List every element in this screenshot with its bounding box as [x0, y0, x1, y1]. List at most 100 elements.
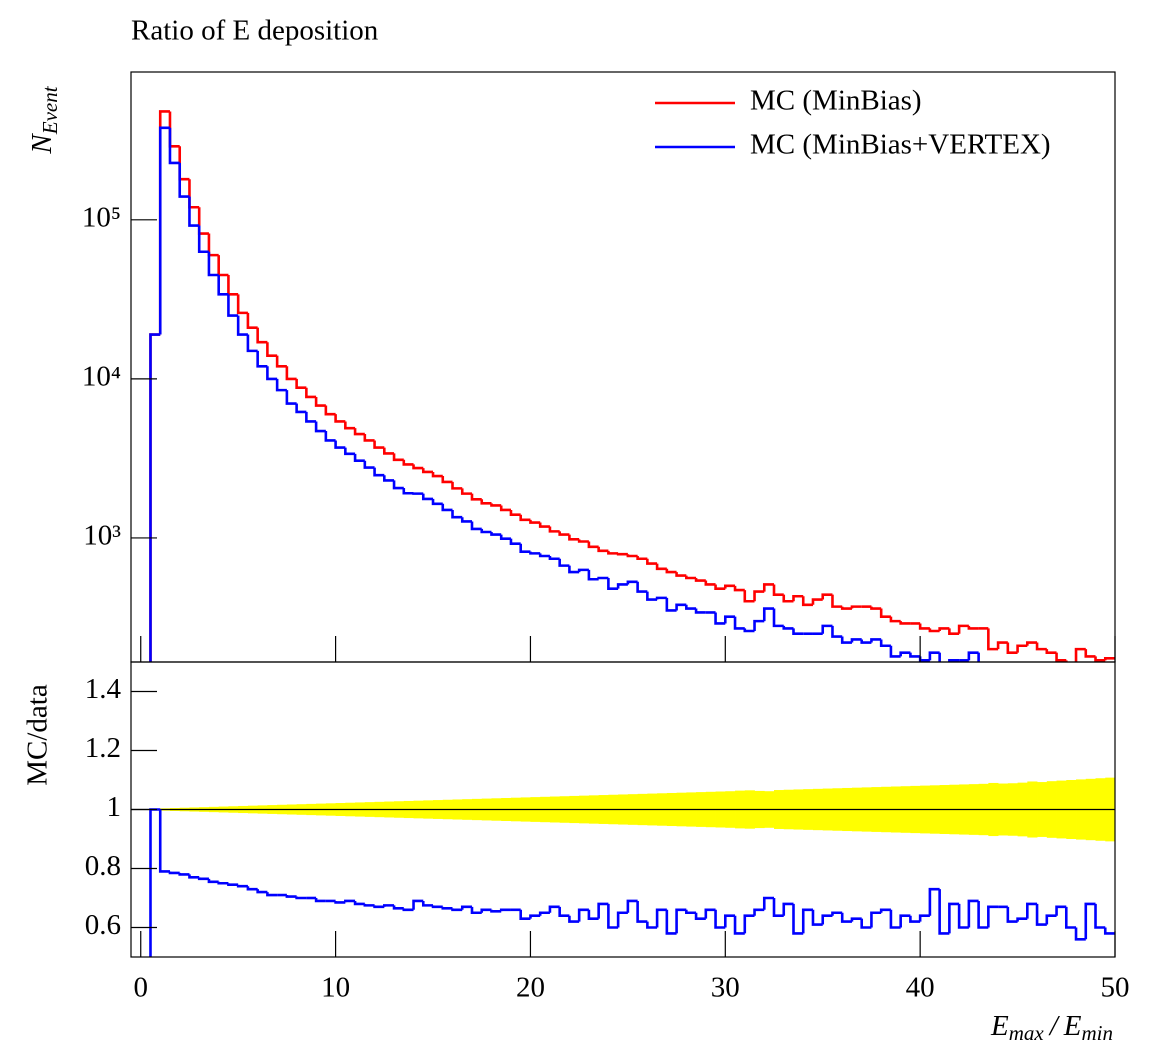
- histogram-step: [909, 915, 921, 923]
- histogram-step: [665, 597, 677, 612]
- histogram-step: [850, 638, 862, 643]
- histogram-step: [675, 572, 687, 577]
- histogram-step: [246, 334, 258, 353]
- x-label-slash: /: [1048, 1010, 1061, 1042]
- histogram-step: [1035, 903, 1047, 926]
- histogram-step: [1103, 657, 1115, 661]
- histogram-step: [490, 909, 502, 913]
- histogram-step: [217, 881, 229, 885]
- histogram-step: [295, 403, 307, 414]
- histogram-step: [636, 581, 648, 593]
- histogram-step: [685, 909, 697, 915]
- histogram-step: [655, 596, 667, 600]
- histogram-step: [344, 447, 356, 456]
- histogram-step: [548, 905, 560, 913]
- histogram-step: [344, 421, 356, 430]
- histogram-step: [616, 552, 628, 556]
- histogram-step: [451, 908, 463, 912]
- histogram-step: [490, 503, 502, 507]
- histogram-step: [1045, 914, 1057, 925]
- legend-label: MC (MinBias): [750, 85, 922, 117]
- histogram-step: [772, 608, 784, 628]
- histogram-step: [538, 911, 550, 916]
- histogram-step: [685, 604, 697, 610]
- histogram-step: [460, 488, 472, 495]
- histogram-step: [392, 905, 404, 910]
- histogram-step: [1045, 649, 1057, 654]
- histogram-step: [295, 896, 307, 900]
- histogram-step: [665, 568, 677, 574]
- histogram-step: [957, 903, 969, 929]
- histogram-step: [1026, 902, 1038, 919]
- histogram-step: [344, 899, 356, 903]
- histogram-step: [529, 914, 541, 919]
- histogram-step: [714, 909, 726, 929]
- histogram-step: [899, 621, 911, 625]
- histogram-step: [587, 541, 599, 549]
- histogram-step: [548, 526, 560, 533]
- histogram-step: [509, 538, 521, 546]
- histogram-step: [597, 902, 609, 919]
- histogram-step: [889, 645, 901, 658]
- histogram-step: [412, 899, 424, 910]
- histogram-step: [987, 628, 999, 651]
- histogram-step: [441, 476, 453, 484]
- histogram-step: [626, 554, 638, 558]
- histogram-step: [840, 912, 852, 923]
- histogram-step: [168, 871, 180, 875]
- histogram-step: [733, 616, 745, 630]
- histogram-step: [285, 390, 297, 405]
- histogram-step: [821, 593, 833, 600]
- histogram-step: [227, 274, 239, 296]
- histogram-step: [412, 464, 424, 470]
- histogram-step: [1074, 927, 1086, 941]
- histogram-step: [227, 294, 239, 317]
- histogram-step: [889, 616, 901, 623]
- histogram-step: [801, 596, 813, 607]
- histogram-step: [646, 591, 658, 601]
- histogram-step: [402, 908, 414, 912]
- histogram-step: [616, 911, 628, 928]
- histogram-step: [451, 481, 463, 490]
- histogram-step: [850, 917, 862, 922]
- histogram-step: [616, 583, 628, 589]
- histogram-step: [295, 378, 307, 390]
- histogram-step: [879, 639, 891, 648]
- histogram-step: [840, 636, 852, 644]
- histogram-step: [782, 625, 794, 630]
- histogram-step: [655, 563, 667, 571]
- histogram-step: [967, 899, 979, 928]
- histogram-step: [431, 471, 443, 478]
- histogram-step: [967, 651, 979, 661]
- histogram-step: [441, 906, 453, 910]
- y-tick-label: 10⁴: [82, 361, 121, 393]
- histogram-step: [899, 914, 911, 928]
- histogram-step: [870, 638, 882, 643]
- histogram-step: [938, 627, 950, 632]
- histogram-step: [246, 886, 258, 891]
- histogram-step: [1084, 902, 1096, 940]
- histogram-step: [1055, 905, 1067, 916]
- histogram-step: [1016, 644, 1028, 653]
- histogram-step: [948, 659, 960, 662]
- histogram-step: [256, 350, 268, 368]
- y-axis-label: NEvent: [26, 85, 62, 154]
- histogram-step: [197, 877, 209, 881]
- histogram-step: [499, 908, 511, 912]
- histogram-step: [421, 468, 434, 474]
- histogram-step: [236, 884, 248, 888]
- histogram-step: [558, 558, 570, 567]
- histogram-step: [782, 594, 794, 603]
- histogram-step: [363, 903, 375, 907]
- histogram-step: [597, 576, 609, 580]
- histogram-step: [1016, 917, 1028, 922]
- y-label-main: N: [26, 133, 58, 155]
- histogram-step: [987, 905, 999, 928]
- x-tick-label: 20: [516, 972, 545, 1004]
- histogram-step: [1055, 652, 1067, 662]
- histogram-step: [840, 606, 852, 610]
- histogram-step: [207, 251, 219, 277]
- histogram-step: [188, 874, 200, 879]
- histogram-step: [879, 608, 891, 618]
- histogram-step: [266, 342, 278, 357]
